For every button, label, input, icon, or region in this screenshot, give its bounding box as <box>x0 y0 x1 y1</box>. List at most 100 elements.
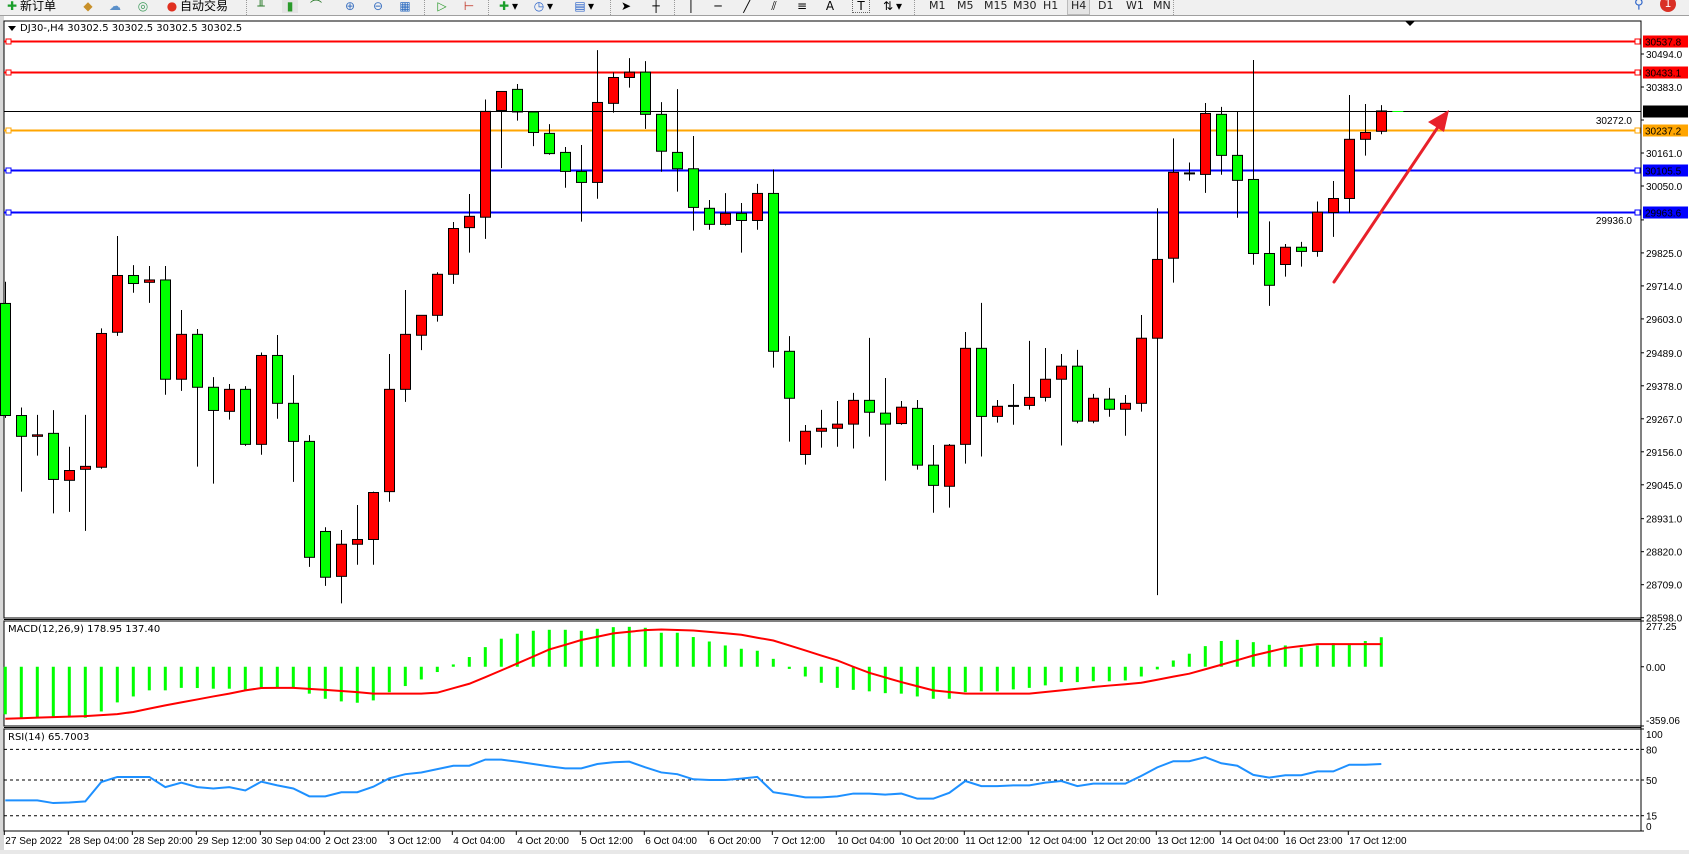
tile-windows-button[interactable]: ▦ <box>397 0 413 15</box>
macd-histogram-bar <box>851 666 855 690</box>
signals-button[interactable]: ◎ <box>135 0 151 15</box>
macd-histogram-bar <box>723 645 727 667</box>
macd-histogram-bar <box>1283 645 1287 667</box>
candlestick-chart-button[interactable]: ▮ <box>282 0 298 15</box>
auto-scroll-button[interactable]: ▷ <box>434 0 450 15</box>
level-handle[interactable] <box>1634 38 1641 45</box>
candle <box>928 464 939 486</box>
toolbar-separator <box>424 0 426 15</box>
cloud-icon: ☁ <box>109 0 121 13</box>
macd-histogram-bar <box>1235 639 1239 667</box>
notification-badge[interactable]: 1 <box>1660 0 1676 12</box>
macd-title: MACD(12,26,9) 178.95 137.40 <box>8 624 161 635</box>
vertical-line-tool[interactable]: │ <box>683 0 699 15</box>
trendline-tool[interactable]: ╱ <box>739 0 755 15</box>
current-price-label: 30302.5 <box>1645 108 1682 119</box>
timeframe-m15[interactable]: M15 <box>984 0 1008 12</box>
macd-histogram-bar <box>371 666 375 701</box>
candle <box>1264 252 1275 286</box>
data-window-button[interactable]: ☁ <box>107 0 123 15</box>
candle <box>896 406 907 425</box>
add-indicator-icon: ✚ <box>498 0 510 13</box>
cursor-tool[interactable]: ➤ <box>618 0 634 15</box>
level-handle[interactable] <box>5 209 12 216</box>
candle <box>1360 131 1371 140</box>
text-label-tool[interactable]: T <box>852 0 870 15</box>
candle <box>96 332 107 468</box>
time-label: 13 Oct 12:00 <box>1157 836 1215 847</box>
level-handle[interactable] <box>1634 69 1641 76</box>
chart-shift-icon: ⊢ <box>463 0 475 13</box>
candlestick-icon: ▮ <box>282 0 298 13</box>
candle <box>256 354 267 445</box>
macd-histogram-bar <box>435 666 439 673</box>
arrow-annotation[interactable] <box>1332 122 1442 284</box>
rsi-line <box>5 756 1382 805</box>
candle <box>368 492 379 540</box>
macd-histogram-bar <box>451 664 455 667</box>
price-tick-label: 29489.0 <box>1646 349 1683 360</box>
macd-histogram-bar <box>1043 666 1047 686</box>
channel-tool[interactable]: ⫽ <box>766 0 782 15</box>
level-handle[interactable] <box>5 69 12 76</box>
level-handle[interactable] <box>1634 209 1641 216</box>
candle <box>624 71 635 78</box>
market-watch-button[interactable]: ◆ <box>80 0 96 15</box>
timeframe-h1[interactable]: H1 <box>1043 0 1059 12</box>
timeframe-mn[interactable]: MN <box>1153 0 1171 12</box>
level-handle[interactable] <box>5 167 12 174</box>
timeframe-m30[interactable]: M30 <box>1013 0 1037 12</box>
candle <box>240 388 251 445</box>
candle <box>544 132 555 155</box>
new-order-button[interactable]: ✚ 新订单 <box>4 0 56 15</box>
price-tick-label: 30272.0 <box>1596 116 1633 127</box>
macd-histogram-bar <box>1075 666 1079 683</box>
fibonacci-icon: ≡ <box>796 0 808 13</box>
chart-menu-triangle-icon[interactable] <box>8 26 16 31</box>
timeframe-m1[interactable]: M1 <box>929 0 946 12</box>
timeframe-m5[interactable]: M5 <box>957 0 974 12</box>
price-tick-label: 28820.0 <box>1646 548 1683 559</box>
timeframe-d1[interactable]: D1 <box>1098 0 1114 12</box>
chart-shift-button[interactable]: ⊢ <box>461 0 477 15</box>
candle <box>720 212 731 225</box>
candle <box>448 228 459 275</box>
macd-histogram-bar <box>403 666 407 687</box>
level-handle[interactable] <box>5 127 12 134</box>
level-handle[interactable] <box>1634 127 1641 134</box>
crosshair-tool[interactable]: ┼ <box>648 0 664 15</box>
indicators-button[interactable]: ✚ ▾ <box>496 0 518 15</box>
text-tool[interactable]: A <box>822 0 838 15</box>
candle <box>224 388 235 412</box>
auto-trading-button[interactable]: ● 自动交易 <box>164 0 228 15</box>
line-chart-button[interactable]: ⌒ <box>308 0 324 15</box>
candle <box>32 434 43 437</box>
time-label: 2 Oct 23:00 <box>325 836 377 847</box>
macd-histogram-bar <box>611 627 615 667</box>
arrows-tool[interactable]: ⇅ ▾ <box>880 0 902 15</box>
bar-chart-icon: ╨ <box>257 0 265 13</box>
macd-histogram-bar <box>1091 666 1095 682</box>
zoom-in-button[interactable]: ⊕ <box>342 0 358 15</box>
candle <box>1216 113 1227 156</box>
toolbar-separator <box>674 0 676 15</box>
line-chart-icon: ⌒ <box>309 0 322 13</box>
level-handle[interactable] <box>5 38 12 45</box>
horizontal-line-tool[interactable]: ─ <box>710 0 726 15</box>
timeframe-h4[interactable]: H4 <box>1067 0 1091 15</box>
fibonacci-tool[interactable]: ≡ <box>794 0 810 15</box>
price-tick-label: 29936.0 <box>1596 216 1633 227</box>
chart-shift-marker-icon[interactable] <box>1405 21 1415 26</box>
candle <box>64 470 75 481</box>
search-icon[interactable]: ⚲ <box>1634 0 1644 12</box>
candle <box>160 279 171 380</box>
level-handle[interactable] <box>1634 167 1641 174</box>
templates-button[interactable]: ▤ ▾ <box>572 0 594 15</box>
periods-button[interactable]: ◷ ▾ <box>531 0 553 15</box>
timeframe-w1[interactable]: W1 <box>1126 0 1144 12</box>
zoom-out-button[interactable]: ⊖ <box>370 0 386 15</box>
bar-chart-button[interactable]: ╨ <box>253 0 269 15</box>
candle <box>992 405 1003 417</box>
candle <box>976 347 987 417</box>
